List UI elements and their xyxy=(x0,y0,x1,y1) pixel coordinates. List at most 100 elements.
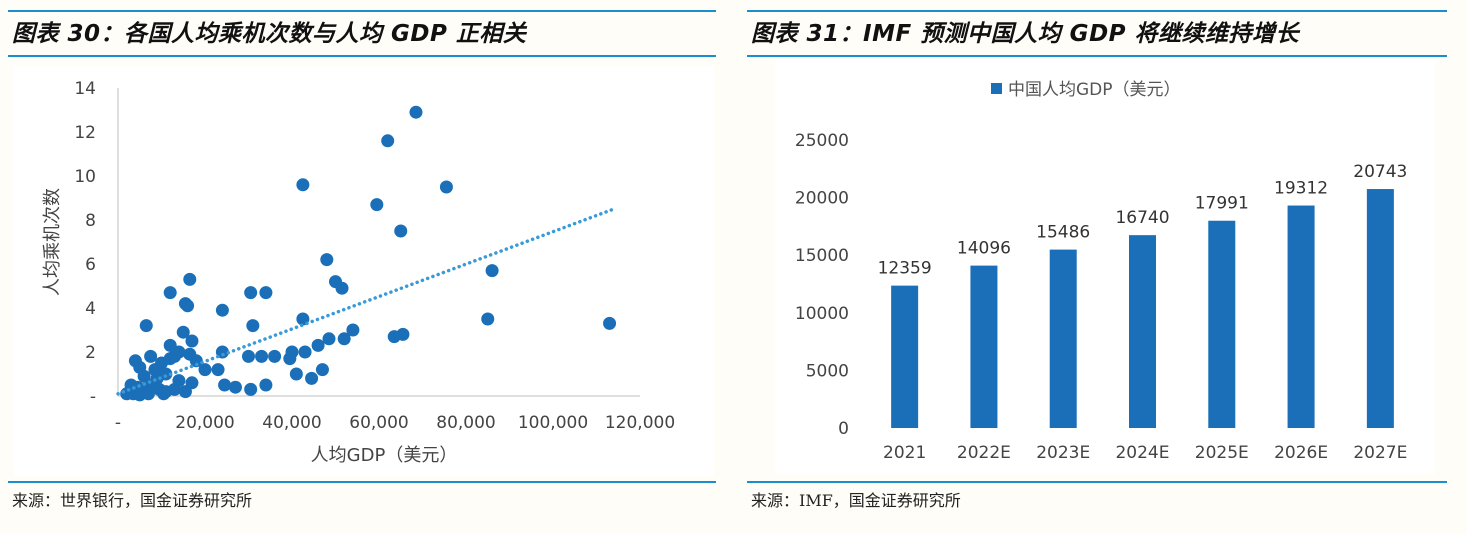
title-bottom-rule xyxy=(8,55,716,57)
y-tick-label: 10000 xyxy=(795,304,849,324)
scatter-point xyxy=(439,180,453,194)
trend-line xyxy=(116,207,616,396)
bar-data-label: 17991 xyxy=(1195,194,1249,214)
x-tick-label: 80,000 xyxy=(436,413,495,433)
scatter-point xyxy=(268,349,282,363)
title-bottom-rule xyxy=(747,55,1447,57)
scatter-point xyxy=(185,334,199,348)
scatter-point xyxy=(144,349,158,363)
scatter-point xyxy=(215,345,229,359)
x-tick-label: 2025E xyxy=(1195,443,1249,463)
y-axis-label: 人均乘机次数 xyxy=(42,188,63,296)
scatter-point xyxy=(259,286,273,300)
y-tick-label: 5000 xyxy=(806,361,849,381)
bar xyxy=(1287,205,1315,428)
scatter-point xyxy=(139,319,153,333)
scatter-point xyxy=(189,354,203,368)
scatter-point xyxy=(311,338,325,352)
bar xyxy=(1208,220,1236,428)
bar xyxy=(1129,235,1156,428)
scatter-point xyxy=(176,325,190,339)
scatter-point xyxy=(178,385,192,399)
scatter-point xyxy=(283,352,297,366)
bar xyxy=(970,265,998,428)
y-tick-label: 10 xyxy=(74,167,96,187)
chart-title: 图表 30：各国人均乘机次数与人均 GDP 正相关 xyxy=(12,21,527,47)
y-tick-label: 25000 xyxy=(795,131,849,151)
x-tick-label: 60,000 xyxy=(349,413,408,433)
y-tick-label: 15000 xyxy=(795,246,849,266)
scatter-point xyxy=(370,198,384,212)
scatter-point xyxy=(246,319,260,333)
source-note: 来源：IMF，国金证券研究所 xyxy=(751,491,961,510)
scatter-point xyxy=(211,363,225,377)
scatter-point xyxy=(215,303,229,317)
y-tick-label: 0 xyxy=(838,419,849,439)
title-top-rule xyxy=(8,10,716,12)
scatter-point xyxy=(242,349,255,363)
scatter-point xyxy=(198,363,212,377)
bar-chart-area: 中国人均GDP（美元） 0 5000 10000 15000 20000 25000 1235… xyxy=(775,60,1435,474)
bar xyxy=(1366,189,1394,428)
left-panel: 图表 30：各国人均乘机次数与人均 GDP 正相关 - 2 4 6 8 10 12 14 - 20… xyxy=(8,0,716,534)
source-top-rule xyxy=(8,481,716,483)
scatter-point xyxy=(141,387,155,401)
bar xyxy=(1049,249,1077,428)
bar-data-label: 19312 xyxy=(1274,179,1328,199)
scatter-point xyxy=(315,363,329,377)
scatter-point xyxy=(157,387,171,401)
scatter-point xyxy=(183,272,197,286)
scatter-point xyxy=(228,380,242,394)
x-tick-label: 120,000 xyxy=(605,413,675,433)
scatter-point xyxy=(346,323,360,337)
y-tick-label: 4 xyxy=(85,299,96,319)
source-top-rule xyxy=(747,481,1447,483)
scatter-point xyxy=(409,105,423,119)
scatter-point xyxy=(337,332,351,346)
scatter-point xyxy=(322,332,336,346)
y-tick-label: 14 xyxy=(74,79,96,99)
y-tick-label: 12 xyxy=(74,123,96,143)
bar-data-label: 15486 xyxy=(1036,223,1090,243)
scatter-point xyxy=(244,382,258,396)
y-tick-label: 20000 xyxy=(795,189,849,209)
y-tick-label: 2 xyxy=(85,343,96,363)
scatter-point xyxy=(289,367,303,381)
scatter-point xyxy=(481,312,495,326)
bar-data-label: 16740 xyxy=(1115,208,1169,228)
scatter-point xyxy=(298,345,312,359)
legend-label: 中国人均GDP（美元） xyxy=(1008,80,1181,100)
x-tick-label: 40,000 xyxy=(262,413,321,433)
scatter-point xyxy=(485,264,499,278)
scatter-point xyxy=(181,299,195,313)
y-tick-label: - xyxy=(90,387,96,407)
scatter-point xyxy=(163,352,177,366)
scatter-point xyxy=(320,253,334,267)
scatter-point xyxy=(255,349,269,363)
bar-data-label: 14096 xyxy=(957,239,1011,259)
title-top-rule xyxy=(747,10,1447,12)
scatter-point xyxy=(381,134,395,148)
chart-title: 图表 31：IMF 预测中国人均 GDP 将继续维持增长 xyxy=(751,21,1300,47)
scatter-chart-area: - 2 4 6 8 10 12 14 - 20,000 40,000 60,000 80,000 100,… xyxy=(14,66,714,476)
source-note: 来源：世界银行，国金证券研究所 xyxy=(12,491,253,510)
legend-swatch xyxy=(991,83,1002,94)
x-tick-label: 2027E xyxy=(1353,443,1407,463)
x-tick-label: - xyxy=(115,413,121,433)
scatter-point xyxy=(259,378,273,392)
scatter-point xyxy=(296,178,310,192)
scatter-chart: - 2 4 6 8 10 12 14 - 20,000 40,000 60,000 80,000 100,… xyxy=(42,79,675,466)
right-panel: 图表 31：IMF 预测中国人均 GDP 将继续维持增长 中国人均GDP（美元）… xyxy=(747,0,1447,534)
x-tick-label: 100,000 xyxy=(518,413,588,433)
scatter-point xyxy=(603,316,617,330)
x-tick-label: 2023E xyxy=(1036,443,1090,463)
x-tick-label: 2024E xyxy=(1115,443,1169,463)
bar-chart: 中国人均GDP（美元） 0 5000 10000 15000 20000 25000 1235… xyxy=(795,80,1407,463)
x-tick-label: 20,000 xyxy=(175,413,234,433)
bar xyxy=(891,285,919,428)
x-tick-label: 2021 xyxy=(883,443,926,463)
scatter-point xyxy=(305,371,319,385)
scatter-point xyxy=(244,286,258,300)
scatter-point xyxy=(396,327,410,341)
x-tick-label: 2026E xyxy=(1274,443,1328,463)
